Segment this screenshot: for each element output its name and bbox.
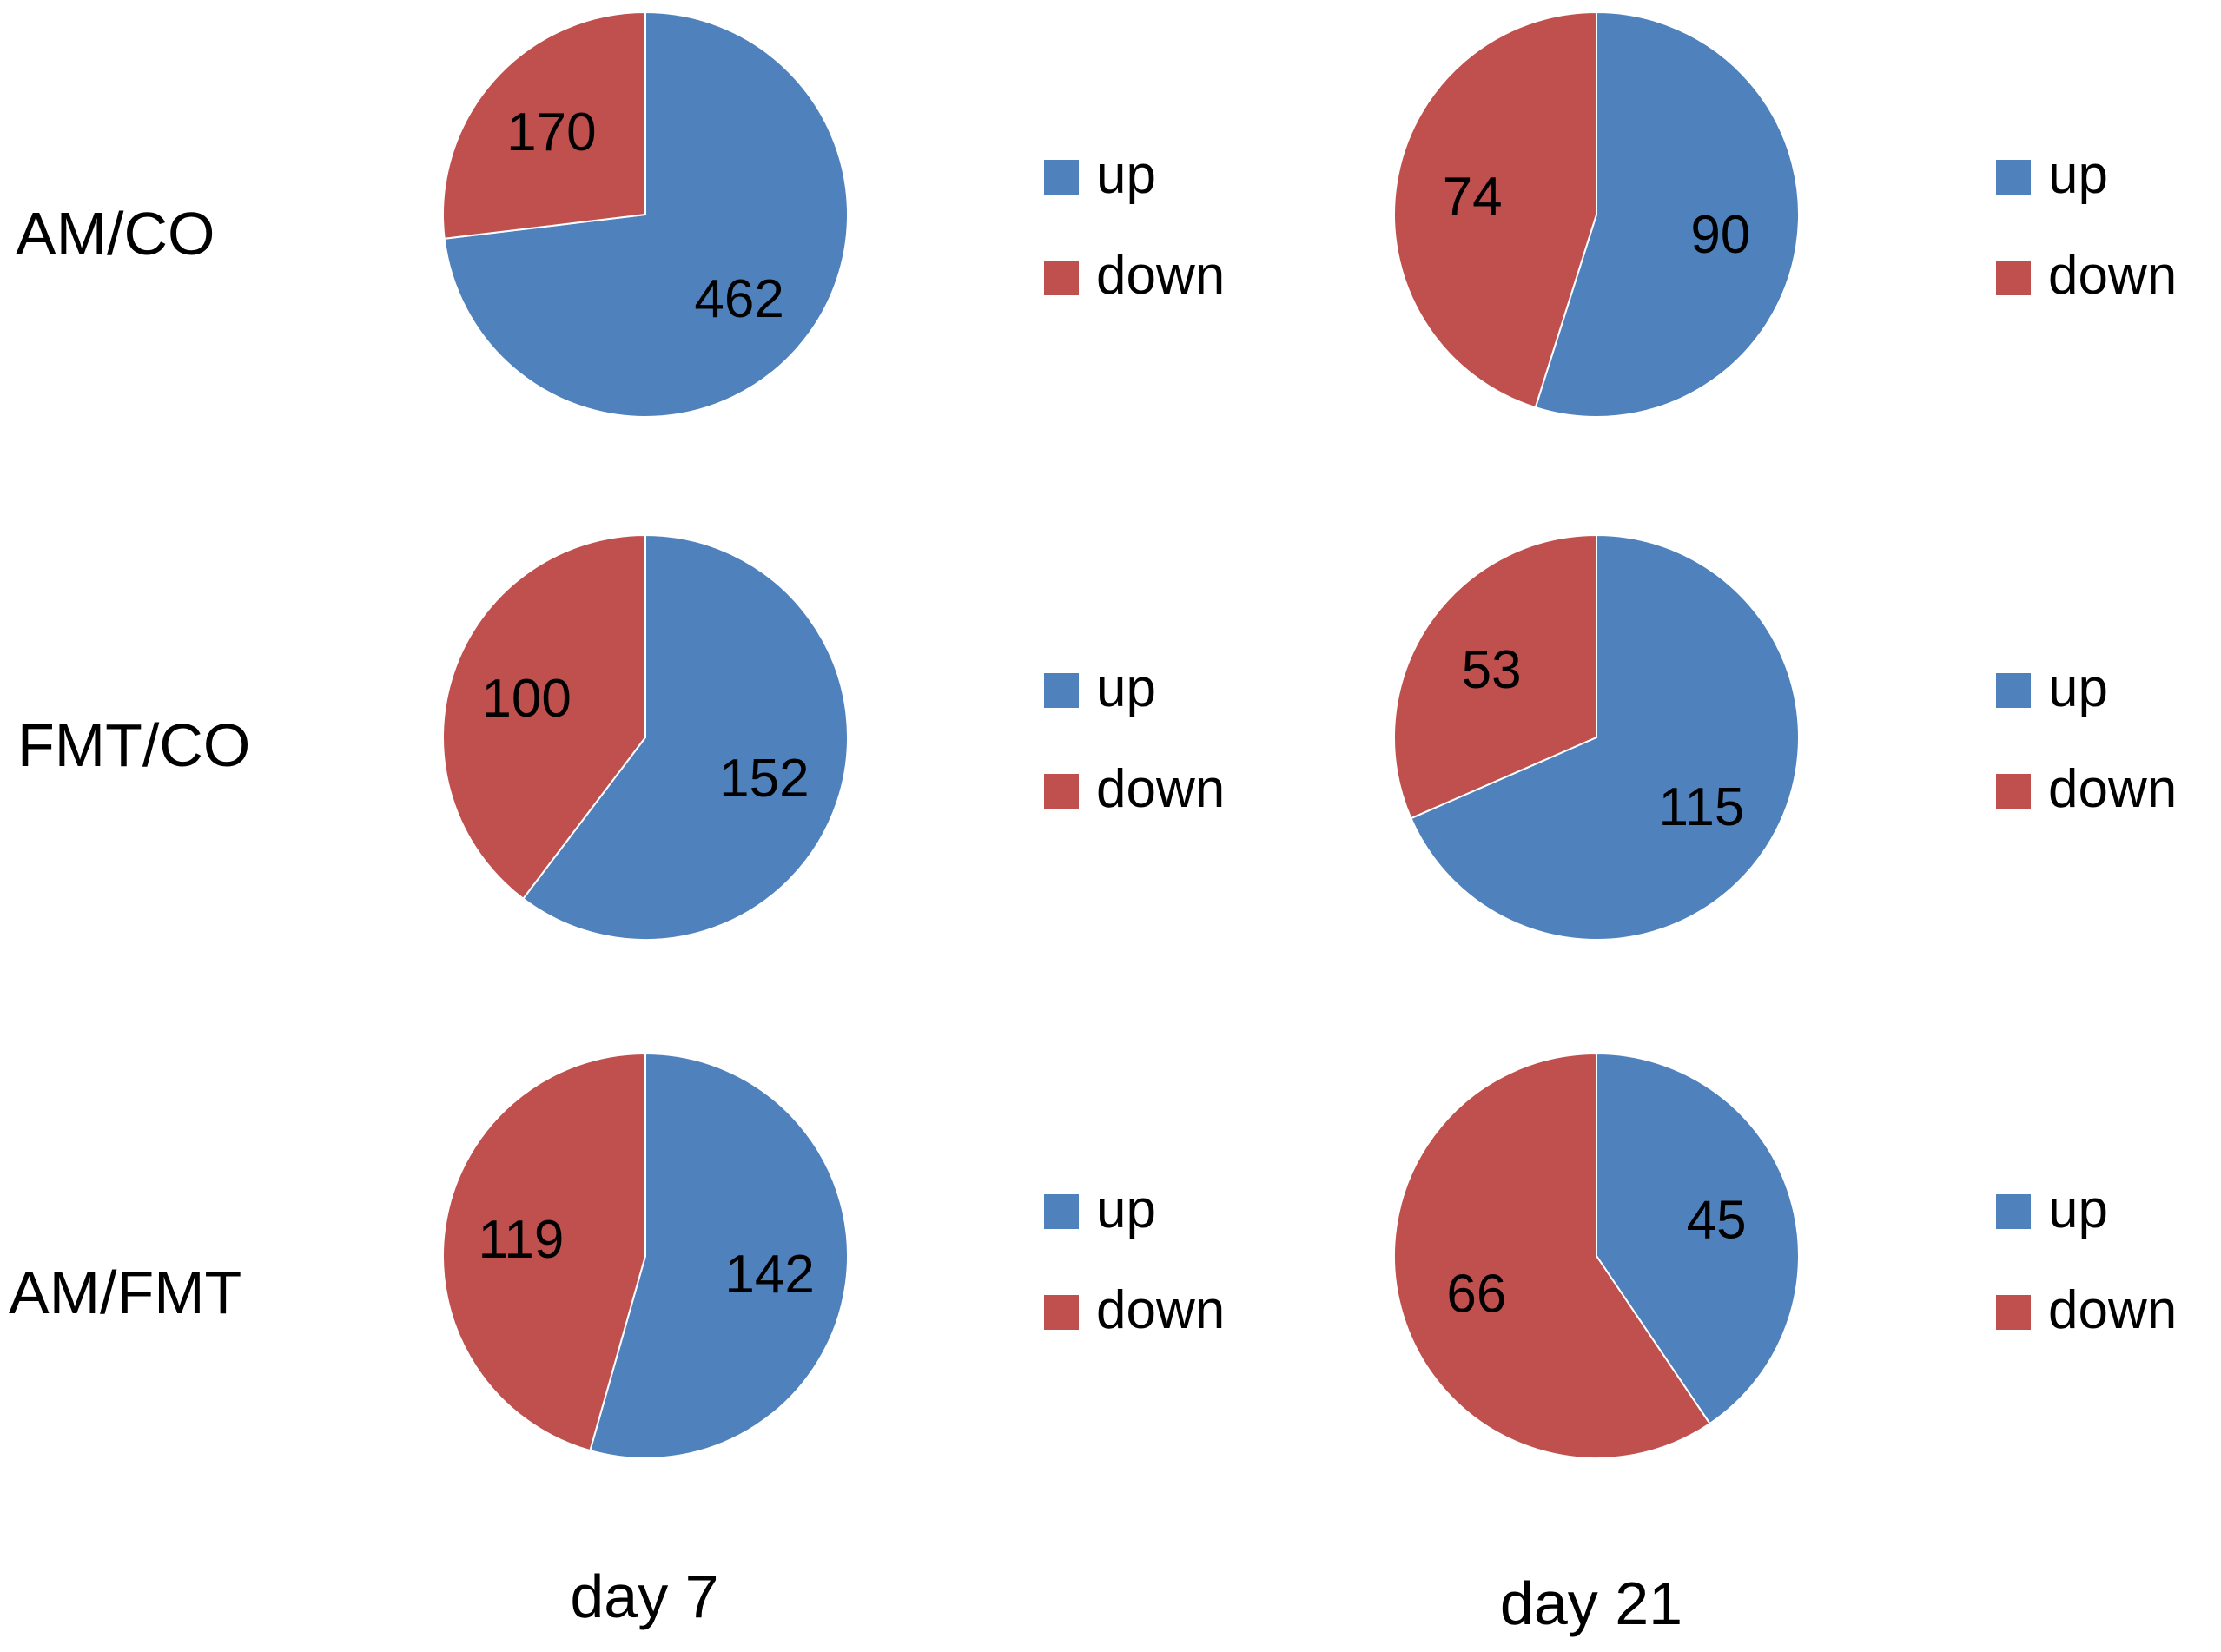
pie-am-fmt-day-21: 45 66: [1392, 1052, 1800, 1459]
pie-slice-down-am-fmt-day-7: [441, 1052, 646, 1452]
legend-fmt-co-day-21: up down: [1996, 658, 2177, 819]
data-label-up-fmt-co-day-7: 152: [719, 749, 809, 809]
pie-fmt-co-day-21: 115 53: [1393, 533, 1800, 941]
pie-fmt-co-day-7: 152 100: [441, 533, 849, 941]
legend-label-down-am-fmt-day-7: down: [1096, 1280, 1225, 1340]
pie-slice-down-am-fmt-day-21: [1392, 1052, 1711, 1459]
row-label-fmt-co: FMT/CO: [17, 711, 250, 779]
legend-label-down-am-fmt-day-21: down: [2048, 1280, 2177, 1340]
data-label-up-am-fmt-day-7: 142: [724, 1245, 814, 1305]
pie-slice-down-am-co-day-21: [1393, 10, 1597, 409]
data-label-down-fmt-co-day-7: 100: [481, 669, 571, 729]
pie-slice-up-am-co-day-21: [1534, 10, 1800, 418]
column-label-day-21: day 21: [1500, 1569, 1682, 1637]
data-label-up-am-co-day-7: 462: [694, 269, 783, 329]
row-label-am-co: AM/CO: [16, 200, 215, 268]
legend-swatch-down-am-co-day-21: [1996, 261, 2031, 295]
legend-swatch-down-am-co-day-7: [1044, 261, 1079, 295]
legend-label-down-am-co-day-7: down: [1096, 246, 1225, 306]
legend-am-fmt-day-21: up down: [1996, 1180, 2177, 1340]
legend-swatch-down-fmt-co-day-7: [1044, 774, 1079, 809]
row-label-am-fmt: AM/FMT: [9, 1259, 241, 1326]
data-label-down-am-co-day-21: 74: [1443, 167, 1503, 227]
data-label-up-am-fmt-day-21: 45: [1687, 1191, 1747, 1251]
data-label-down-fmt-co-day-21: 53: [1462, 640, 1522, 700]
data-label-down-am-fmt-day-7: 119: [478, 1210, 564, 1270]
pie-am-co-day-21: 90 74: [1393, 10, 1800, 418]
legend-am-co-day-7: up down: [1044, 145, 1225, 306]
data-label-down-am-fmt-day-21: 66: [1446, 1264, 1506, 1324]
data-label-up-am-co-day-21: 90: [1690, 205, 1750, 265]
legend-am-co-day-21: up down: [1996, 145, 2177, 306]
legend-swatch-up-am-co-day-21: [1996, 160, 2031, 195]
pie-am-co-day-7: 462 170: [442, 10, 849, 418]
pie-slice-down-fmt-co-day-7: [441, 533, 646, 901]
pie-slice-up-fmt-co-day-21: [1410, 533, 1800, 941]
legend-label-down-am-co-day-21: down: [2048, 246, 2177, 306]
legend-swatch-down-am-fmt-day-7: [1044, 1295, 1079, 1330]
legend-label-up-am-co-day-21: up: [2048, 145, 2108, 205]
legend-swatch-down-fmt-co-day-21: [1996, 774, 2031, 809]
row-labels: AM/CO FMT/CO AM/FMT: [9, 200, 250, 1326]
legend-fmt-co-day-7: up down: [1044, 658, 1225, 819]
legend-label-down-fmt-co-day-7: down: [1096, 759, 1225, 819]
pie-slice-up-am-fmt-day-7: [589, 1052, 849, 1459]
pie-slice-down-fmt-co-day-21: [1393, 533, 1597, 820]
legend-swatch-up-am-fmt-day-21: [1996, 1194, 2031, 1229]
pie-am-fmt-day-7: 142 119: [441, 1052, 849, 1459]
legend-swatch-down-am-fmt-day-21: [1996, 1295, 2031, 1330]
legends: up down up down up down up down up down up down: [1044, 145, 2177, 1340]
legend-swatch-up-am-co-day-7: [1044, 160, 1079, 195]
column-label-day-7: day 7: [570, 1563, 718, 1630]
legend-label-up-am-fmt-day-7: up: [1096, 1180, 1156, 1239]
legend-swatch-up-fmt-co-day-21: [1996, 673, 2031, 708]
legend-am-fmt-day-7: up down: [1044, 1180, 1225, 1340]
pie-slice-down-am-co-day-7: [442, 10, 646, 240]
column-labels: day 7 day 21: [570, 1563, 1682, 1637]
pie-charts: 462 170 90 74 152 100 115 53 142 119 45 66: [441, 10, 1800, 1459]
data-label-down-am-co-day-7: 170: [506, 102, 596, 162]
legend-swatch-up-fmt-co-day-7: [1044, 673, 1079, 708]
legend-label-down-fmt-co-day-21: down: [2048, 759, 2177, 819]
legend-label-up-fmt-co-day-7: up: [1096, 658, 1156, 718]
legend-label-up-fmt-co-day-21: up: [2048, 658, 2108, 718]
legend-label-up-am-fmt-day-21: up: [2048, 1180, 2108, 1239]
legend-label-up-am-co-day-7: up: [1096, 145, 1156, 205]
legend-swatch-up-am-fmt-day-7: [1044, 1194, 1079, 1229]
pie-slice-up-fmt-co-day-7: [521, 533, 849, 941]
pie-slice-up-am-fmt-day-21: [1596, 1052, 1800, 1425]
data-label-up-fmt-co-day-21: 115: [1658, 777, 1744, 837]
